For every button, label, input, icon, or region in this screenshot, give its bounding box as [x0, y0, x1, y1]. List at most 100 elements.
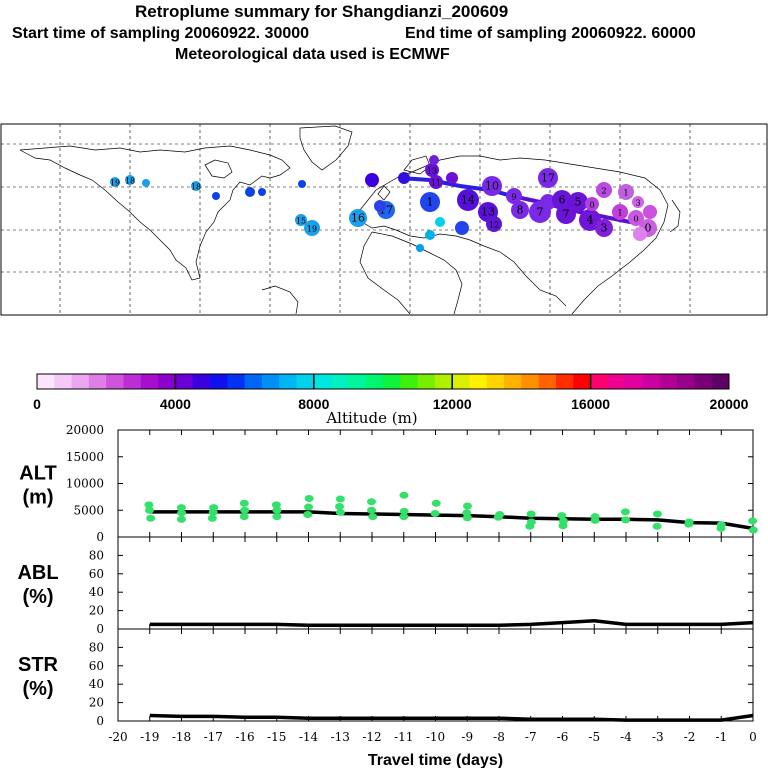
plume-cluster: [429, 155, 439, 165]
y-tick-label: 20: [89, 604, 104, 618]
colorbar-swatch: [297, 374, 315, 389]
panel-abl: 806040200ABL (%): [17, 537, 753, 636]
colorbar-swatch: [694, 374, 712, 389]
y-tick-label: 15000: [66, 450, 104, 464]
colorbar-swatch: [383, 374, 401, 389]
altitude-point: [463, 514, 472, 521]
colorbar-swatch: [366, 374, 384, 389]
plume-cluster: 0: [585, 197, 599, 211]
cluster-day-label: 15: [296, 217, 306, 226]
altitude-point: [367, 498, 376, 505]
cluster-day-label: 14: [461, 194, 475, 207]
y-tick-label: 5000: [73, 503, 104, 517]
altitude-point: [305, 495, 314, 502]
plume-cluster: [245, 187, 255, 197]
altitude-point: [494, 514, 503, 521]
y-tick-label: 40: [89, 677, 104, 691]
colorbar-swatch: [175, 374, 193, 389]
colorbar-swatch: [435, 374, 453, 389]
y-tick-label: 60: [89, 567, 104, 581]
y-tick-label: 0: [96, 622, 104, 636]
plume-cluster: [398, 172, 410, 184]
colorbar-tick-label: 20000: [710, 396, 749, 412]
cluster-day-label: 0: [633, 215, 638, 224]
plume-cluster: [212, 192, 220, 200]
plume-cluster: [142, 179, 150, 187]
colorbar-swatch: [54, 374, 72, 389]
x-tick-label: -18: [172, 730, 191, 744]
colorbar-tick-label: 12000: [433, 396, 472, 412]
altitude-point: [653, 510, 662, 517]
altitude-point: [431, 510, 440, 517]
altitude-point: [749, 527, 758, 534]
colorbar-swatch: [487, 374, 505, 389]
plume-cluster: 7: [556, 204, 576, 224]
altitude-point: [145, 507, 154, 514]
altitude-point: [273, 507, 282, 514]
plume-cluster: 14: [457, 189, 479, 211]
panel-ylabel: ALT (m): [19, 463, 56, 509]
x-tick-label: -14: [299, 730, 319, 744]
x-tick-label: -3: [652, 730, 664, 744]
x-tick-label: -1: [715, 730, 727, 744]
colorbar-swatch: [573, 374, 591, 389]
cluster-day-label: 18: [125, 177, 135, 186]
series-line: [150, 512, 753, 529]
x-tick-label: -19: [140, 730, 159, 744]
plume-cluster: 18: [125, 175, 135, 186]
plume-cluster: 17: [538, 168, 558, 188]
colorbar-swatch: [314, 374, 332, 389]
plume-cluster: [365, 173, 379, 187]
cluster-day-label: 5: [575, 196, 582, 209]
panel-alt: 20000 15000 10000 5000 0 ALT (m): [19, 423, 758, 544]
plume-cluster: 10: [482, 176, 502, 196]
cluster-day-label: 1: [623, 189, 628, 198]
altitude-point: [177, 516, 186, 523]
colorbar-tick-label: 8000: [298, 396, 329, 412]
x-tick-label: -8: [493, 730, 505, 744]
panel-ylabel: STR (%): [18, 654, 59, 700]
y-tick-label: 0: [96, 714, 104, 728]
colorbar-swatch: [72, 374, 90, 389]
x-tick-label: 0: [749, 730, 757, 744]
altitude-point: [591, 517, 600, 524]
cluster-day-label: 11: [431, 179, 441, 188]
plume-cluster: 11: [429, 175, 443, 189]
retroplume-map: 19 1818151916171 1413121311 1098 7176 57 432 10…: [1, 124, 767, 315]
cluster-day-label: 8: [517, 204, 524, 217]
plume-cluster: [374, 200, 386, 212]
map-frame: [1, 124, 767, 315]
altitude-point: [621, 508, 630, 515]
altitude-point: [304, 504, 313, 511]
plume-cluster: [633, 227, 647, 241]
cluster-day-label: 1: [617, 209, 622, 218]
colorbar-swatch: [141, 374, 159, 389]
altitude-point: [525, 523, 534, 530]
altitude-point: [177, 509, 186, 516]
x-tick-label: -5: [588, 730, 600, 744]
panel-str: 806040200STR (%)-20 -19 -18 -17 -16 -15 -14 -13-…: [18, 629, 757, 768]
plume-cluster: [298, 180, 306, 188]
altitude-point: [399, 513, 408, 520]
colorbar-swatch: [521, 374, 539, 389]
altitude-point: [208, 515, 217, 522]
x-tick-label: -10: [426, 730, 445, 744]
altitude-point: [240, 507, 249, 514]
colorbar-swatch: [504, 374, 522, 389]
altitude-point: [558, 522, 567, 529]
colorbar-swatch: [452, 374, 470, 389]
plume-cluster: [643, 205, 657, 219]
colorbar-swatch: [539, 374, 557, 389]
plume-cluster: [416, 244, 424, 252]
altitude-point: [240, 500, 249, 507]
colorbar-swatch: [262, 374, 280, 389]
colorbar-swatch: [124, 374, 142, 389]
plume-cluster: 1: [618, 184, 634, 200]
altitude-point: [432, 500, 441, 507]
y-tick-label: 60: [89, 659, 104, 673]
plume-cluster: [446, 172, 458, 184]
cluster-day-label: 18: [191, 183, 201, 192]
cluster-day-label: 19: [110, 179, 120, 188]
cluster-day-label: 13: [427, 167, 437, 176]
cluster-day-label: 2: [601, 187, 606, 196]
